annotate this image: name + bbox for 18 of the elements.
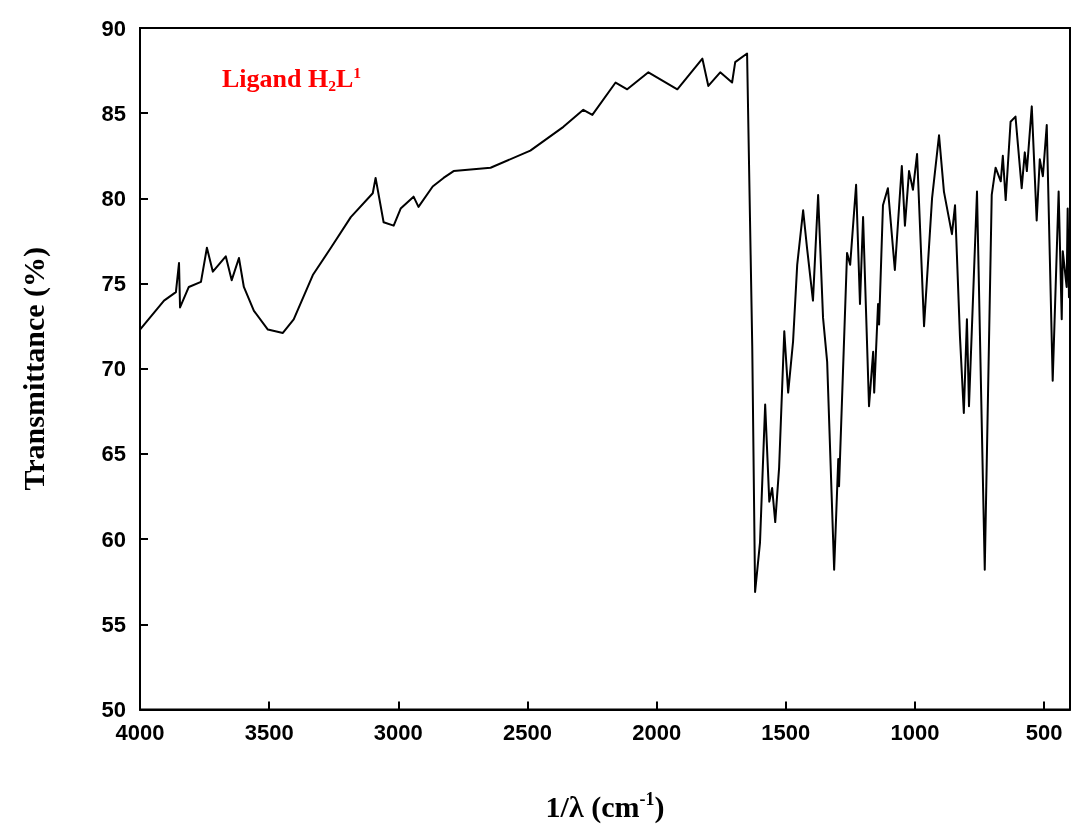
x-tick-label: 3000 (373, 720, 423, 745)
y-tick-label: 70 (101, 356, 126, 382)
y-tick-label: 60 (101, 526, 126, 552)
x-tick-label: 500 (1025, 720, 1063, 745)
x-tick-label: 1000 (890, 720, 940, 745)
y-axis-title: Transmittance (%) (16, 246, 51, 491)
y-tick-label: 75 (101, 271, 126, 297)
y-tick-label: 50 (101, 697, 126, 722)
x-tick-label: 2500 (503, 720, 552, 745)
y-tick-label: 55 (101, 611, 126, 637)
y-tick-label: 85 (101, 100, 126, 126)
x-tick-label: 4000 (115, 720, 165, 745)
y-tick-label: 80 (101, 185, 126, 211)
x-tick-label: 1500 (761, 720, 811, 745)
x-tick-label: 2000 (632, 720, 682, 745)
y-tick-label: 65 (101, 441, 126, 467)
y-tick-label: 90 (101, 15, 126, 41)
x-tick-label: 3500 (244, 720, 294, 745)
